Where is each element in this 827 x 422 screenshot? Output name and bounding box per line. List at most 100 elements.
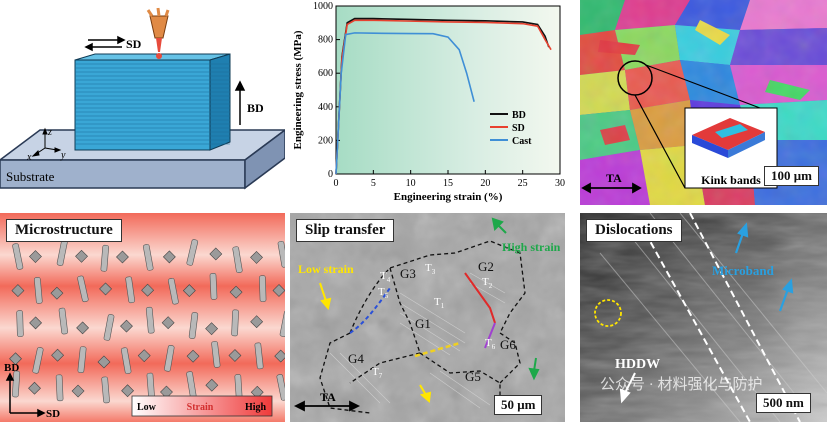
t4-sub: 4: [387, 276, 391, 284]
legend-high: High: [245, 402, 267, 413]
svg-text:T4: T4: [380, 270, 391, 284]
t6-label: T: [485, 337, 492, 349]
g1-label: G1: [415, 316, 431, 331]
microstructure-svg: BD SD Low Strain High: [0, 213, 285, 422]
rod-particle: [77, 346, 87, 374]
title-microstructure: Microstructure: [6, 219, 122, 242]
x-tick-label: 15: [443, 178, 453, 189]
cuboid-particle: [205, 378, 219, 392]
t5-label: T: [378, 286, 385, 298]
legend-low: Low: [137, 402, 157, 413]
rod-particle: [121, 347, 132, 374]
microband-line-2: [689, 213, 801, 422]
high-strain-arrow-icon: [491, 217, 507, 234]
legend-label-cast: Cast: [512, 136, 532, 147]
svg-text:T7: T7: [372, 366, 383, 380]
hddw-circle: [594, 299, 622, 327]
block-side: [209, 53, 231, 151]
t2-sub: 2: [489, 282, 493, 290]
block-front: [74, 59, 211, 151]
t5-sub: 5: [385, 292, 389, 300]
rod-particle: [34, 277, 43, 304]
rod-particle: [103, 314, 115, 341]
block-top: [74, 53, 231, 61]
t6-sub: 6: [492, 343, 496, 351]
t7-sub: 7: [379, 372, 383, 380]
nozzle-icon: [146, 7, 170, 59]
y-tick-label: 400: [318, 102, 333, 113]
scale-bar-c: 100 μm: [764, 166, 819, 186]
g3-label: G3: [400, 266, 416, 281]
scale-bar-e: 50 μm: [494, 395, 543, 415]
cuboid-particle: [137, 349, 151, 363]
gb-red: [464, 272, 496, 324]
scale-label-f: 500 nm: [763, 395, 804, 410]
cuboid-particle: [97, 355, 111, 369]
axis-bd-label: BD: [4, 362, 19, 374]
sd-arrow-icon: [84, 35, 126, 52]
cuboid-particle: [99, 282, 112, 296]
rod-particle: [254, 342, 264, 370]
panel-chart: 0 5 10 15 20 25 30 0 200 400 600 800 1000 Engineerin…: [290, 0, 565, 205]
x-tick-label: 0: [334, 178, 339, 189]
cuboid-particle: [186, 349, 200, 363]
ta-arrow-e-icon: [293, 400, 361, 412]
title-dislocations: Dislocations: [586, 219, 682, 242]
series-line-sd: [335, 19, 552, 175]
t2-label: T: [482, 276, 489, 288]
dislocation-streaks: [599, 213, 827, 422]
svg-text:T6: T6: [485, 337, 496, 351]
x-tick-label: 25: [518, 178, 528, 189]
axis-z-label: z: [47, 127, 52, 138]
microstructure-title: Microstructure: [15, 222, 113, 238]
rod-particle: [101, 376, 110, 404]
plot-area: [335, 5, 561, 175]
cuboid-particle: [9, 352, 22, 366]
bd-arrow-icon: [234, 80, 246, 125]
g5-label: G5: [465, 369, 481, 384]
rod-particle: [276, 374, 285, 401]
cuboid-particle: [209, 247, 223, 261]
cuboid-particle: [116, 250, 129, 264]
bd-label: BD: [247, 101, 264, 115]
rod-particle: [100, 244, 109, 272]
hddw-arrow-icon: [619, 372, 636, 404]
panel-slip: Low strain High strain G1 G2 G3 G4 G5 G6…: [290, 213, 565, 422]
grain-boundaries: [319, 240, 526, 414]
ta-label-e: TA: [320, 390, 336, 404]
axis-sd-label: SD: [46, 408, 60, 420]
scale-label-c: 100 μm: [771, 168, 812, 183]
yellow-arrow-icon: [419, 384, 432, 403]
y-tick-label: 600: [318, 68, 333, 79]
slip-lines: [329, 272, 506, 409]
rod-particle: [164, 345, 175, 372]
block-layers: [75, 63, 230, 145]
stress-strain-chart: 0 5 10 15 20 25 30 0 200 400 600 800 1000 Engineerin…: [292, 1, 565, 203]
ebsd-map: Kink bands TA: [580, 0, 827, 205]
substrate-side: [244, 129, 285, 190]
y-axis-label: Engineering stress (MPa): [292, 30, 304, 149]
kink-label: Kink bands: [701, 173, 761, 187]
t4-label: T: [380, 270, 387, 282]
x-tick-label: 30: [555, 178, 565, 189]
gb-blue: [349, 287, 391, 334]
t3-sub: 3: [432, 268, 436, 276]
rod-particle: [232, 246, 243, 273]
t3-label: T: [425, 262, 432, 274]
microband-arrow-icon-2: [778, 278, 794, 312]
rod-particle: [142, 244, 154, 271]
panel-ebsd: Kink bands TA 100 μm: [580, 0, 827, 205]
cuboid-particle: [51, 348, 65, 362]
microband-line-1: [639, 222, 751, 422]
substrate-label: Substrate: [6, 169, 55, 184]
cuboid-particle: [120, 319, 133, 333]
axis-x-label: x: [26, 152, 32, 163]
svg-text:T1: T1: [434, 296, 445, 310]
rod-particle: [125, 276, 135, 304]
schematic-svg: SD BD z y x Substrate: [0, 7, 285, 190]
x-axis-label: Engineering strain (%): [394, 191, 503, 203]
gb-purple: [484, 322, 496, 349]
rod-particle: [12, 243, 24, 270]
svg-text:T5: T5: [378, 286, 389, 300]
cuboid-particle: [50, 286, 64, 300]
